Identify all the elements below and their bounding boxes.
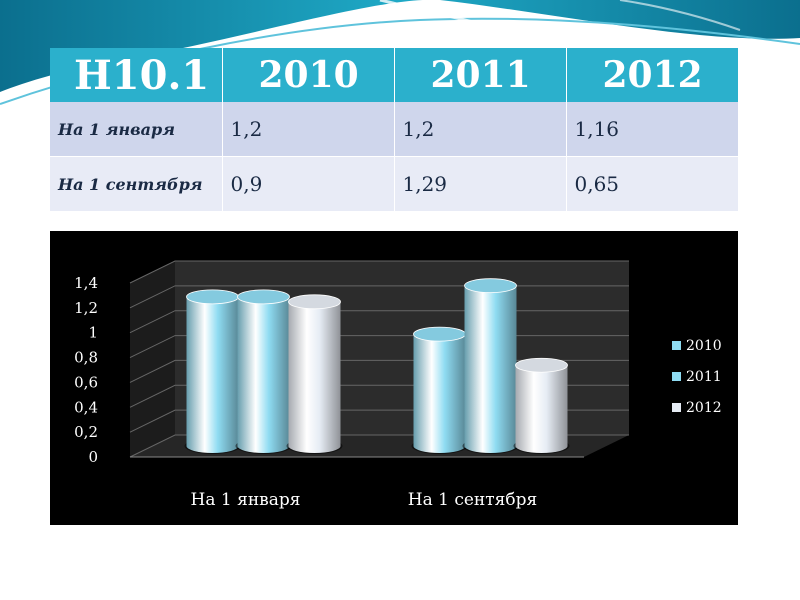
bar-chart-canvas: 0 0,2 0,4 0,6 0,8 1 1,2 1,4 На 1 января На 1 сент… [74,260,722,510]
table-row-label: На 1 января [50,102,223,157]
table-row: На 1 января 1,2 1,2 1,16 [50,102,739,157]
table-row-label: На 1 сентября [50,156,223,212]
table-cell: 0,65 [566,156,739,212]
table-cell: 1,16 [566,102,739,157]
table-cell: 0,9 [222,156,395,212]
bar-2010 [413,334,466,453]
legend-swatch [672,341,681,350]
y-tick-label: 1,4 [74,274,98,292]
legend-label: 2011 [686,369,722,385]
bar-2011 [464,285,517,453]
y-tick-label: 1,2 [74,299,98,317]
bar-cap-2010 [413,326,466,342]
legend-swatch [672,372,681,381]
y-tick-label: 0 [88,448,98,466]
bar-chart: 0 0,2 0,4 0,6 0,8 1 1,2 1,4 На 1 января На 1 сент… [50,231,738,525]
bar-2012 [288,301,341,453]
table-header-cell: Н10.1 [50,48,223,102]
table-cell: 1,2 [394,102,567,157]
y-tick-label: 0,2 [74,423,98,441]
table-header-cell: 2011 [394,48,567,102]
data-table: Н10.1 2010 2011 2012 На 1 января 1,2 1,2… [50,48,739,212]
table-header-row: Н10.1 2010 2011 2012 [50,48,739,102]
bar-cap-2012 [515,357,568,373]
y-tick-label: 0,8 [74,349,98,367]
legend-label: 2010 [686,338,722,354]
bar-cap-2011 [464,278,517,294]
bar-2010 [186,296,239,453]
table-cell: 1,29 [394,156,567,212]
legend-label: 2012 [686,400,722,416]
bar-2012 [515,365,568,453]
table-header-cell: 2010 [222,48,395,102]
table-cell: 1,2 [222,102,395,157]
bar-cap-2012 [288,294,341,310]
table-row: На 1 сентября 0,9 1,29 0,65 [50,156,739,212]
bar-cap-2011 [237,289,290,305]
x-category-label: На 1 января [191,490,301,510]
chart-side-wall [130,261,175,457]
y-tick-label: 0,4 [74,398,98,416]
bar-2011 [237,296,290,453]
y-tick-label: 0,6 [74,373,98,391]
table-header-cell: 2012 [566,48,739,102]
y-tick-label: 1 [88,324,98,342]
bar-cap-2010 [186,289,239,305]
gridline [129,260,629,284]
x-category-label: На 1 сентября [408,490,537,510]
legend-swatch [672,403,681,412]
